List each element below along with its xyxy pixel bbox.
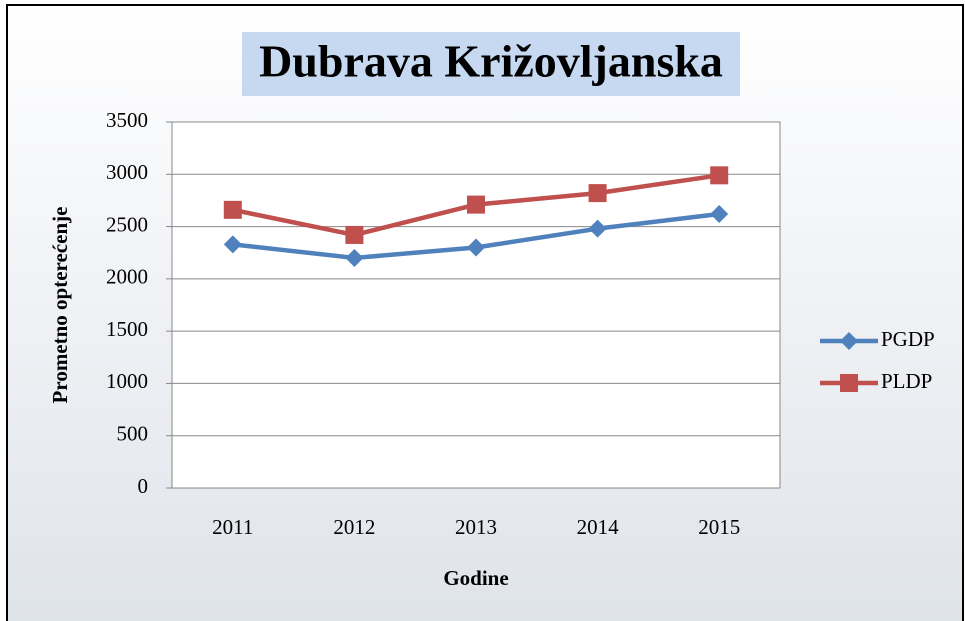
marker [588, 219, 607, 238]
marker [710, 205, 729, 224]
y-tick-label: 3000 [106, 160, 148, 184]
y-axis-label: Prometno opterećenje [48, 207, 72, 404]
legend-marker [840, 332, 858, 350]
x-tick-label: 2012 [333, 515, 375, 539]
marker [710, 166, 729, 185]
marker [588, 184, 607, 203]
marker [345, 248, 364, 267]
y-tick-label: 0 [138, 474, 149, 498]
y-tick-label: 3500 [106, 108, 148, 132]
marker [467, 238, 485, 257]
legend-label: PGDP [881, 327, 935, 351]
x-tick-label: 2013 [455, 515, 497, 539]
y-tick-label: 500 [117, 422, 149, 446]
x-tick-label: 2014 [577, 515, 620, 539]
plot-area [171, 121, 781, 489]
y-tick-label: 1500 [106, 317, 148, 341]
marker [345, 225, 364, 244]
chart-title: Dubrava Križovljanska [259, 36, 723, 87]
title-box [242, 32, 740, 96]
x-axis-label: Godine [443, 566, 508, 590]
legend-marker [840, 374, 858, 392]
legend-label: PLDP [881, 369, 932, 393]
y-tick-label: 2000 [106, 265, 148, 289]
y-tick-label: 2500 [106, 212, 148, 236]
marker [223, 200, 242, 219]
marker [467, 195, 485, 214]
x-tick-label: 2015 [698, 515, 740, 539]
marker [223, 235, 242, 254]
x-tick-label: 2011 [212, 515, 253, 539]
y-tick-label: 1000 [106, 369, 148, 393]
